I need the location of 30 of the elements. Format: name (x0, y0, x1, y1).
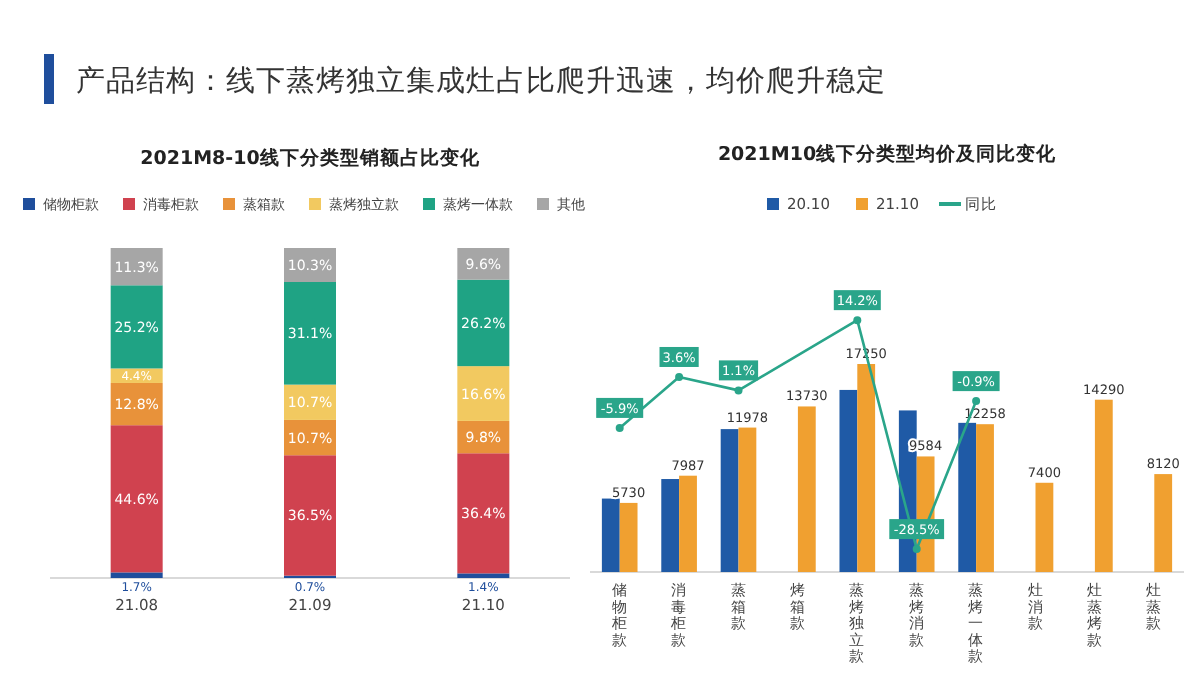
bar (976, 424, 994, 572)
bar (601, 498, 620, 572)
bar (110, 572, 163, 578)
bar (457, 279, 510, 367)
bar (857, 364, 876, 572)
bar (720, 429, 739, 572)
bar (958, 422, 977, 572)
bar (839, 389, 858, 572)
bar (797, 406, 816, 572)
bar (284, 455, 336, 576)
point (675, 372, 684, 381)
bar (738, 427, 757, 572)
bar (284, 281, 336, 385)
point (615, 423, 624, 432)
point (734, 386, 743, 395)
bar (679, 475, 697, 572)
bar (457, 366, 510, 421)
bar (110, 425, 163, 573)
point (912, 545, 921, 554)
chart-title: 2021M10线下分类型均价及同比变化 (717, 142, 1059, 166)
bar (1094, 399, 1113, 572)
chart-title: 2021M8-10线下分类型销额占比变化 (140, 146, 482, 170)
point (972, 397, 981, 406)
bar (1035, 482, 1054, 572)
bar (457, 453, 510, 574)
text: 产品结构：线下蒸烤独立集成灶占比爬升迅速，均价爬升稳定 (76, 64, 886, 98)
bar (661, 479, 680, 572)
bar (110, 285, 163, 369)
bar (1154, 474, 1173, 572)
bar (619, 502, 638, 572)
